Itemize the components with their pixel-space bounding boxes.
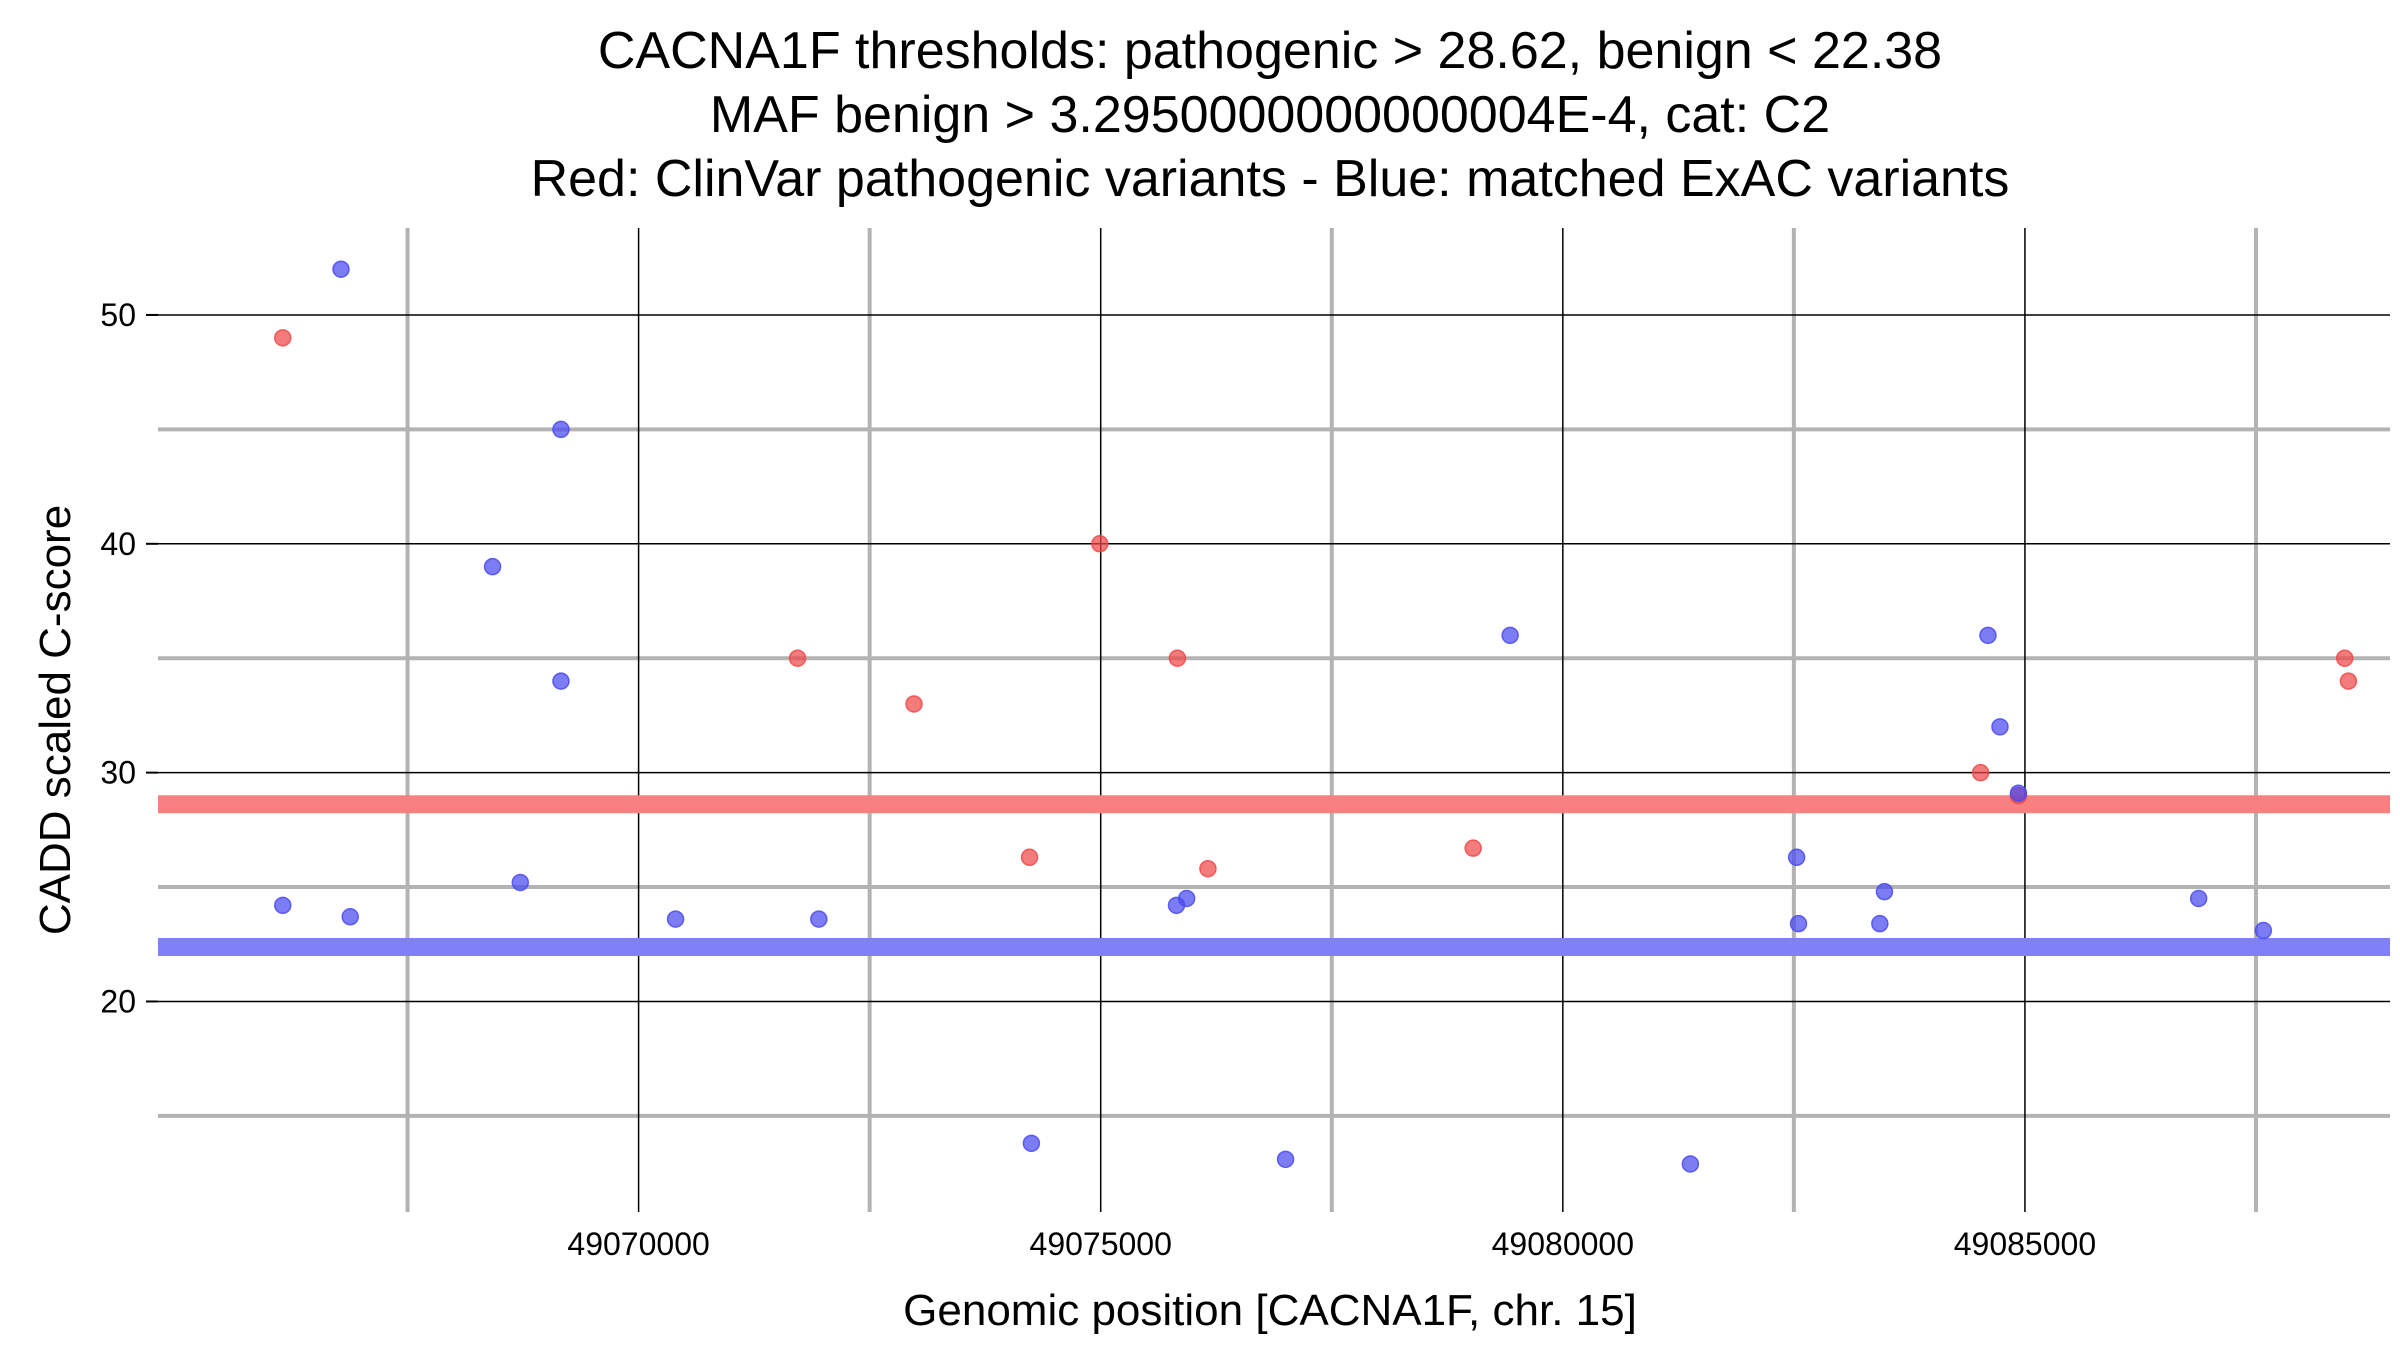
- y-axis-label: CADD scaled C-score: [31, 505, 80, 935]
- exac-point-2: [341, 908, 359, 926]
- exac-point-20: [1991, 718, 2009, 736]
- axis-ticks: 49070000 49075000 49080000 49085000 20 30 40 50: [100, 297, 2096, 1262]
- y-tick-label-1: 30: [100, 755, 136, 791]
- exac-point-15: [1787, 848, 1806, 867]
- clinvar-point-10: [2335, 649, 2354, 667]
- exac-point-17: [1871, 914, 1889, 933]
- exac-point-18: [1875, 882, 1894, 901]
- clinvar-point-4: [1091, 535, 1109, 553]
- title-line-2: MAF benign > 3.2950000000000004E-4, cat:…: [710, 86, 1830, 144]
- exac-point-16: [1789, 914, 1808, 933]
- clinvar-point-5: [1168, 649, 1187, 667]
- exac-point-1: [332, 260, 350, 278]
- y-tick-label-3: 50: [100, 297, 136, 333]
- exac-point-8: [810, 910, 828, 928]
- exac-point-4: [511, 873, 530, 892]
- clinvar-point-11: [2339, 672, 2358, 690]
- exac-point-5: [552, 420, 570, 439]
- exac-point-9: [1022, 1134, 1041, 1153]
- clinvar-point-6: [1199, 859, 1217, 878]
- grid: [158, 228, 2390, 1212]
- exac-point-23: [2254, 921, 2273, 940]
- exac-point-22: [2189, 889, 2208, 908]
- chart-title: CACNA1F thresholds: pathogenic > 28.62, …: [531, 22, 2010, 208]
- exac-point-21: [2009, 784, 2028, 802]
- exac-point-14: [1681, 1155, 1700, 1173]
- x-axis-label: Genomic position [CACNA1F, chr. 15]: [903, 1286, 1637, 1335]
- exac-point-3: [483, 557, 502, 576]
- clinvar-point-2: [905, 695, 923, 713]
- data-points: [274, 260, 2358, 1173]
- x-tick-label-0: 49070000: [567, 1226, 709, 1262]
- x-tick-label-2: 49080000: [1492, 1226, 1634, 1262]
- threshold-lines: [158, 795, 2390, 957]
- exac-point-7: [666, 910, 685, 928]
- clinvar-point-1: [788, 649, 807, 667]
- exac-point-6: [552, 672, 570, 690]
- x-tick-label-1: 49075000: [1030, 1226, 1172, 1262]
- exac-point-11: [1177, 889, 1196, 908]
- title-line-3: Red: ClinVar pathogenic variants - Blue:…: [531, 150, 2010, 208]
- exac-point-13: [1501, 626, 1519, 645]
- title-line-1: CACNA1F thresholds: pathogenic > 28.62, …: [598, 22, 1942, 80]
- x-tick-label-3: 49085000: [1954, 1226, 2096, 1262]
- clinvar-point-8: [1971, 763, 1990, 782]
- clinvar-point-7: [1464, 839, 1482, 857]
- y-tick-label-0: 20: [100, 983, 136, 1019]
- clinvar-point-3: [1020, 848, 1039, 867]
- y-tick-label-2: 40: [100, 526, 136, 562]
- exac-point-12: [1276, 1150, 1295, 1169]
- exac-point-19: [1979, 626, 1997, 645]
- exac-point-0: [274, 896, 292, 915]
- clinvar-point-0: [274, 329, 292, 347]
